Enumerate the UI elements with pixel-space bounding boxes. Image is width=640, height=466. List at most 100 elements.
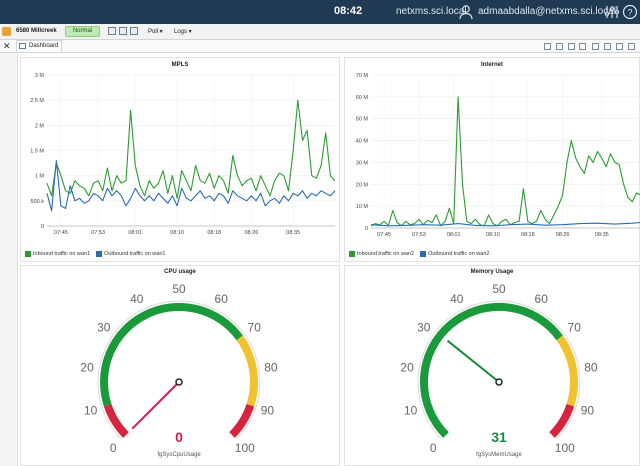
tab-label: Dashboard (29, 43, 59, 49)
gauge-tick-label: 60 (535, 292, 549, 306)
legend-swatch (25, 251, 31, 257)
user-account[interactable]: admaabdalla@netxms.sci.local (478, 6, 616, 17)
cpu-panel: CPU usage 0 10 20 30 40 50 60 70 80 90 100 0 fgSysCp… (20, 265, 340, 466)
gauge-tick-label: 50 (492, 282, 506, 296)
gauge-hub (175, 378, 183, 386)
overview-icon[interactable] (108, 27, 116, 35)
gauge-value: 31 (491, 429, 507, 445)
node-icon (2, 27, 11, 36)
report-icon[interactable] (119, 27, 127, 35)
mpls-chart: 0 500 k 1 M 1.5 M 2 M 2.5 M 3 M 07:45 07:53 08:01… (30, 73, 336, 236)
memory-gauge: 0 10 20 30 40 50 60 70 80 90 100 31 fgSysMemUsage (400, 282, 598, 458)
gauge-tick-label: 20 (400, 361, 414, 375)
x-tick-label: 07:53 (91, 230, 105, 236)
poll-menu[interactable]: Poll ▾ (148, 29, 163, 35)
y-tick-label: 30 M (356, 160, 369, 166)
gauge-tick-label: 10 (84, 404, 98, 418)
graph-icon[interactable] (130, 27, 138, 35)
series-inbound-line (370, 96, 640, 227)
internet-chart: 0 10 M 20 M 30 M 40 M 50 M 60 M 70 M 07:45 07:53 0… (356, 73, 640, 238)
tab-dashboard[interactable]: Dashboard (16, 40, 63, 52)
legend-outbound: Outbound traffic on wan1 (104, 251, 166, 257)
gauge-tick-label: 60 (215, 292, 229, 306)
left-gutter (0, 53, 18, 466)
pin-icon[interactable] (556, 43, 563, 50)
y-tick-label: 2 M (35, 123, 45, 129)
gauge-outer-ring (97, 300, 261, 440)
memory-panel: Memory Usage 0 10 20 30 40 50 60 70 80 90 100 31 fgS… (344, 265, 640, 466)
legend: Inbound traffic on wan2 Outbound traffic… (349, 251, 489, 257)
x-tick-label: 08:26 (556, 232, 570, 238)
x-tick-label: 08:26 (245, 230, 259, 236)
gauge-tick-label: 10 (404, 404, 418, 418)
svg-text:?: ? (627, 8, 632, 18)
y-tick-label: 3 M (35, 73, 45, 79)
panel-title: Memory Usage (470, 269, 514, 275)
x-tick-label: 08:35 (286, 230, 300, 236)
user-icon[interactable] (458, 4, 474, 20)
x-tick-label: 08:18 (521, 232, 535, 238)
gauge-tick-label: 40 (130, 292, 144, 306)
y-tick-label: 50 M (356, 117, 369, 123)
mpls-panel: MPLS 0 500 k 1 M 1.5 M 2 M 2.5 M 3 M 07:45 07:53… (20, 57, 340, 262)
legend-inbound: Inbound traffic on wan2 (357, 251, 415, 257)
sliders-icon[interactable] (604, 4, 620, 20)
maximize-icon[interactable] (628, 43, 635, 50)
gauge-tick-label: 70 (248, 320, 262, 334)
back-icon[interactable] (568, 43, 575, 50)
tab-bar: ✕ Dashboard (0, 40, 640, 53)
help-icon[interactable]: ? (622, 4, 638, 20)
gauge-tick-label: 80 (584, 361, 598, 375)
gauge-zone-red (103, 403, 129, 438)
x-tick-label: 07:45 (54, 230, 68, 236)
edit-icon[interactable] (544, 43, 551, 50)
cpu-gauge: 0 10 20 30 40 50 60 70 80 90 100 0 fgSysCpuUsage (80, 282, 278, 458)
clock: 08:42 (334, 5, 363, 17)
node-name[interactable]: 6580 Millcreek (16, 28, 57, 34)
gauge-needle (446, 339, 500, 383)
series-outbound-line (370, 222, 640, 227)
y-tick-label: 500 k (31, 199, 45, 205)
close-icon[interactable]: ✕ (3, 41, 11, 51)
gauge-zone-yellow (236, 335, 258, 407)
y-tick-label: 20 M (356, 182, 369, 188)
y-tick-label: 70 M (356, 73, 369, 79)
gauge-metric-label: fgSysCpuUsage (157, 452, 201, 458)
gauge-tick-label: 80 (264, 361, 278, 375)
gauge-zone-red (229, 403, 255, 438)
gauge-tick-label: 0 (430, 441, 437, 455)
y-tick-label: 0 (41, 224, 44, 230)
x-tick-label: 08:10 (486, 232, 500, 238)
gauge-tick-label: 70 (568, 320, 582, 334)
series-outbound-line (46, 160, 336, 212)
gauge-zone-green (100, 302, 243, 407)
gauge-tick-label: 30 (97, 320, 111, 334)
y-tick-label: 2.5 M (30, 98, 44, 104)
layout-icon[interactable] (592, 43, 599, 50)
x-tick-label: 08:01 (128, 230, 142, 236)
x-tick-label: 08:35 (595, 232, 609, 238)
y-tick-label: 60 M (356, 95, 369, 101)
y-tick-label: 10 M (356, 204, 369, 210)
x-tick-label: 07:53 (412, 232, 426, 238)
x-tick-label: 08:18 (207, 230, 221, 236)
legend-outbound: Outbound traffic on wan2 (428, 251, 490, 257)
forward-icon[interactable] (579, 43, 586, 50)
gauge-tick-label: 30 (417, 320, 431, 334)
server-name: netxms.sci.local (396, 6, 467, 17)
node-toolbar: 6580 Millcreek Normal Poll ▾ Logs ▾ (0, 24, 640, 40)
gauge-tick-label: 100 (235, 441, 255, 455)
gauge-tick-label: 40 (450, 292, 464, 306)
gauge-zone-red (549, 403, 575, 438)
x-tick-label: 08:01 (447, 232, 461, 238)
panel-title: CPU usage (164, 269, 196, 275)
gauge-tick-label: 100 (555, 441, 575, 455)
panel-title: MPLS (171, 62, 189, 68)
logs-menu[interactable]: Logs ▾ (174, 29, 192, 35)
panel-title: Internet (480, 62, 503, 68)
status-badge: Normal (65, 26, 100, 37)
gauge-value: 0 (175, 429, 183, 445)
legend-swatch (420, 251, 427, 257)
export-icon[interactable] (604, 43, 611, 50)
settings-icon[interactable] (616, 43, 623, 50)
